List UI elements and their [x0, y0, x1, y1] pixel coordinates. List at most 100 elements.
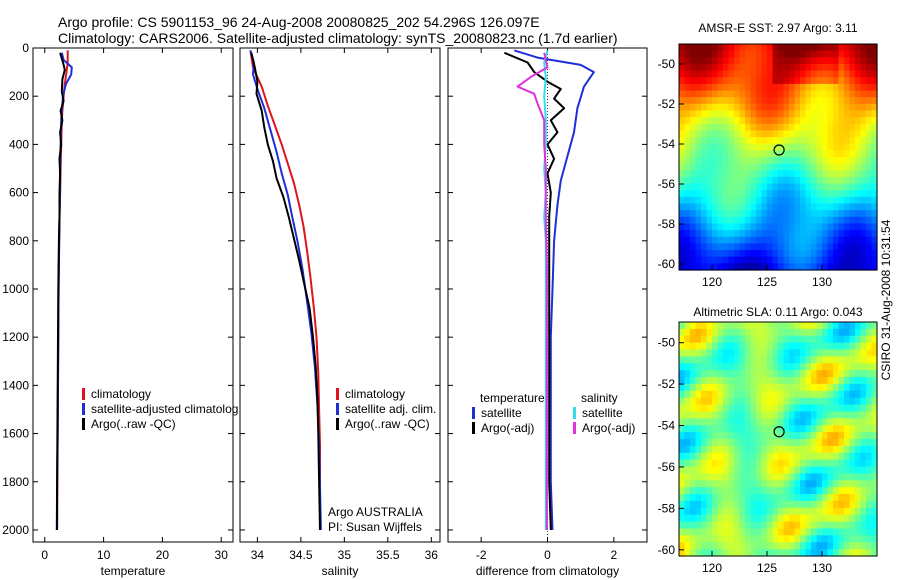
heatmap-cell — [772, 439, 779, 447]
header-line-2: Climatology: CARS2006. Satellite-adjuste… — [58, 30, 618, 46]
heatmap-cell — [778, 390, 785, 399]
heatmap-cell — [838, 77, 845, 85]
heatmap-cell — [701, 480, 708, 488]
heatmap-cell — [866, 445, 873, 454]
heatmap-cell — [728, 143, 735, 151]
heatmap-cell — [833, 328, 840, 337]
heatmap-cell — [849, 466, 856, 475]
heatmap-cell — [723, 335, 730, 344]
argo-float-marker — [773, 426, 785, 438]
heatmap-cell — [816, 256, 823, 264]
heatmap-cell — [822, 363, 829, 371]
heatmap-cell — [838, 103, 845, 112]
heatmap-cell — [756, 130, 763, 138]
heatmap-cell — [712, 521, 719, 530]
heatmap-cell — [695, 183, 702, 191]
heatmap-cell — [750, 480, 757, 488]
heatmap-cell — [717, 452, 724, 461]
heatmap-cell — [772, 535, 779, 543]
heatmap-cell — [783, 103, 790, 112]
heatmap-cell — [690, 432, 697, 440]
heatmap-cell — [866, 117, 873, 125]
heatmap-cell — [761, 549, 768, 557]
heatmap-cell — [789, 452, 796, 461]
heatmap-cell — [800, 528, 807, 536]
heatmap-cell — [767, 63, 774, 72]
heatmap-cell — [690, 223, 697, 231]
heatmap-cell — [679, 328, 686, 337]
heatmap-cell — [783, 432, 790, 440]
heatmap-cell — [783, 328, 790, 337]
heatmap-cell — [805, 439, 812, 447]
heatmap-cell — [734, 356, 741, 364]
heatmap-cell — [723, 210, 730, 218]
heatmap-cell — [860, 507, 867, 516]
heatmap-cell — [701, 445, 708, 454]
heatmap-cell — [750, 137, 757, 145]
heatmap-cell — [778, 163, 785, 171]
heatmap-cell — [701, 439, 708, 447]
heatmap-cell — [855, 439, 862, 447]
heatmap-cell — [794, 390, 801, 399]
heatmap-cell — [695, 342, 702, 351]
x-axis-label: salinity — [322, 564, 359, 578]
heatmap-cell — [750, 487, 757, 495]
heatmap-cell — [695, 404, 702, 413]
heatmap-cell — [728, 230, 735, 238]
y-tick-label: -50 — [658, 57, 676, 71]
heatmap-cell — [767, 216, 774, 225]
heatmap-cell — [772, 130, 779, 138]
heatmap-cell — [855, 459, 862, 468]
heatmap-cell — [723, 466, 730, 475]
heatmap-cell — [778, 130, 785, 138]
heatmap-cell — [789, 203, 796, 211]
heatmap-cell — [723, 143, 730, 151]
heatmap-cell — [827, 170, 834, 178]
heatmap-cell — [811, 210, 818, 218]
heatmap-cell — [756, 143, 763, 151]
heatmap-cell — [701, 190, 708, 198]
heatmap-cell — [778, 143, 785, 151]
heatmap-cell — [734, 542, 741, 550]
heatmap-cell — [811, 230, 818, 238]
heatmap-cell — [811, 328, 818, 337]
heatmap-cell — [800, 494, 807, 502]
heatmap-cell — [690, 356, 697, 364]
heatmap-cell — [723, 216, 730, 225]
heatmap-cell — [838, 335, 845, 344]
heatmap-cell — [679, 90, 686, 98]
heatmap-cell — [679, 170, 686, 178]
heatmap-cell — [805, 103, 812, 112]
heatmap-cell — [734, 466, 741, 475]
heatmap-cell — [827, 439, 834, 447]
heatmap-cell — [767, 363, 774, 371]
heatmap-cell — [767, 117, 774, 125]
heatmap-cell — [684, 176, 691, 185]
heatmap-cell — [728, 70, 735, 78]
heatmap-cell — [690, 439, 697, 447]
heatmap-cell — [838, 494, 845, 502]
heatmap-cell — [772, 63, 779, 72]
y-tick-label: -58 — [658, 501, 676, 515]
heatmap-cell — [712, 452, 719, 461]
heatmap-cell — [772, 363, 779, 371]
heatmap-cell — [871, 77, 878, 85]
heatmap-cell — [761, 452, 768, 461]
heatmap-cell — [717, 363, 724, 371]
heatmap-cell — [684, 459, 691, 468]
x-tick-label: 2 — [610, 548, 617, 562]
heatmap-cell — [783, 445, 790, 454]
heatmap-cell — [684, 363, 691, 371]
heatmap-cell — [855, 63, 862, 72]
heatmap-cell — [811, 250, 818, 258]
heatmap-cell — [849, 83, 856, 92]
heatmap-cell — [745, 383, 752, 392]
heatmap-cell — [778, 356, 785, 364]
heatmap-cell — [690, 494, 697, 502]
heatmap-cell — [805, 535, 812, 543]
heatmap-cell — [838, 418, 845, 426]
heatmap-cell — [750, 342, 757, 351]
heatmap-cell — [794, 263, 801, 271]
heatmap-cell — [789, 411, 796, 419]
